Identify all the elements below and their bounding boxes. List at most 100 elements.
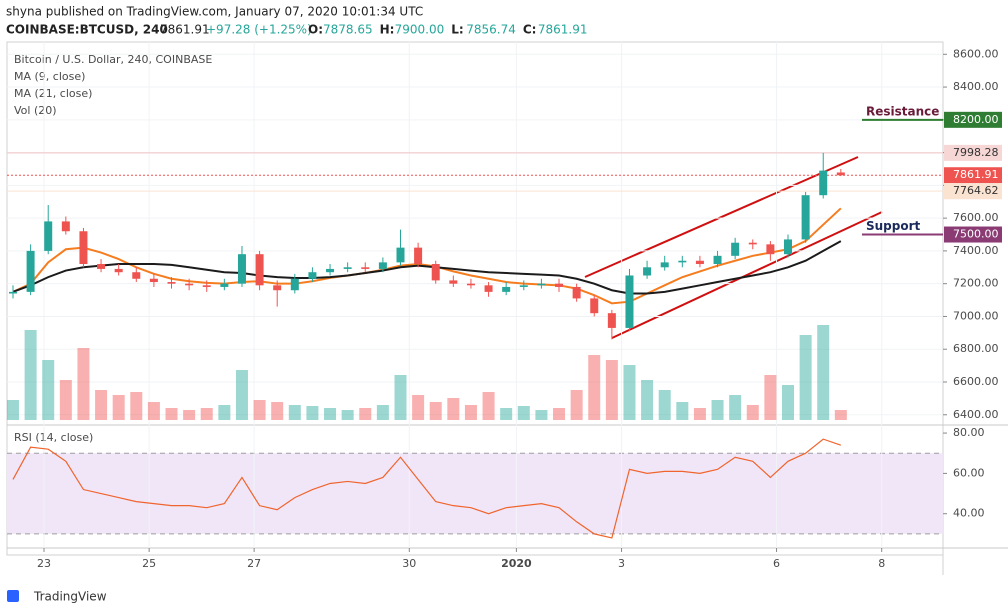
- price-tag-label: 8200.00: [953, 113, 999, 126]
- last-price: 7861.91: [160, 23, 210, 37]
- volume-bar: [42, 360, 55, 420]
- volume-bar: [834, 410, 847, 420]
- volume-bar: [24, 330, 37, 420]
- price-tag-label: 7500.00: [953, 228, 999, 241]
- volume-bar: [130, 392, 143, 420]
- candle-body: [625, 275, 634, 328]
- volume-bar: [412, 395, 425, 420]
- volume-bar: [271, 402, 284, 420]
- brand: TradingView: [33, 590, 107, 604]
- price-tag-label: 7764.62: [953, 184, 999, 197]
- volume-bar: [183, 410, 196, 420]
- candle-body: [378, 262, 387, 269]
- volume-bar: [147, 402, 160, 420]
- volume-bar: [781, 385, 794, 420]
- candle-body: [61, 221, 70, 232]
- candle-body: [97, 264, 106, 269]
- rsi-tick-label: 40.00: [953, 507, 985, 520]
- volume-bar: [641, 380, 654, 420]
- candle-body: [484, 285, 493, 292]
- ohlc-key: H:: [380, 23, 395, 37]
- y-tick-label: 8600.00: [953, 47, 999, 60]
- candle-body: [202, 285, 211, 287]
- moving-average: [12, 240, 842, 295]
- y-tick-label: 7200.00: [953, 277, 999, 290]
- ohlc-key: C:: [523, 23, 537, 37]
- x-tick-label: 30: [402, 557, 416, 570]
- level-label: Resistance: [866, 104, 939, 118]
- candle-body: [414, 247, 423, 265]
- legend-ma21: MA (21, close): [14, 87, 92, 100]
- y-tick-label: 7000.00: [953, 309, 999, 322]
- moving-average: [12, 207, 842, 305]
- x-tick-label: 6: [773, 557, 780, 570]
- candle-body: [572, 286, 581, 299]
- volume-bar: [623, 365, 636, 420]
- candle-body: [502, 286, 511, 292]
- candle-body: [361, 267, 370, 269]
- volume-bar: [394, 375, 407, 420]
- volume-bar: [341, 410, 354, 420]
- candle-body: [731, 242, 740, 256]
- ohlc-key: O:: [308, 23, 323, 37]
- candle-body: [26, 250, 35, 292]
- volume-bar: [570, 390, 583, 420]
- candle-body: [695, 260, 704, 265]
- candle-body: [8, 291, 17, 294]
- volume-bar: [799, 335, 812, 420]
- candle-body: [79, 231, 88, 265]
- candle-body: [590, 298, 599, 314]
- symbol: COINBASE:BTCUSD, 240: [6, 23, 168, 37]
- y-tick-label: 8400.00: [953, 80, 999, 93]
- x-tick-label: 27: [247, 557, 261, 570]
- candle-body: [678, 260, 687, 263]
- x-tick-label: 3: [618, 557, 625, 570]
- candle-body: [783, 239, 792, 255]
- candle-body: [748, 242, 757, 245]
- x-tick-label: 23: [37, 557, 51, 570]
- candle-body: [308, 272, 317, 279]
- candle-body: [431, 264, 440, 281]
- candle-body: [537, 283, 546, 286]
- y-tick-label: 7400.00: [953, 244, 999, 257]
- volume-bar: [447, 398, 460, 420]
- volume-bar: [553, 408, 566, 420]
- trend-line: [611, 211, 883, 339]
- volume-bar: [746, 405, 759, 420]
- candle-body: [466, 283, 475, 286]
- volume-bar: [200, 408, 213, 420]
- x-tick-label: 25: [142, 557, 156, 570]
- legend-ma9: MA (9, close): [14, 70, 85, 83]
- candle-body: [643, 267, 652, 276]
- ohlc-value: 7878.65: [323, 23, 373, 37]
- volume-bar: [112, 395, 125, 420]
- legend-rsi: RSI (14, close): [14, 431, 93, 444]
- candle-body: [343, 267, 352, 269]
- volume-bar: [535, 410, 548, 420]
- volume-bar: [77, 348, 90, 420]
- candle-body: [836, 172, 845, 176]
- legend-vol: Vol (20): [14, 104, 57, 117]
- volume-bar: [588, 355, 601, 420]
- volume-bar: [306, 406, 319, 420]
- publisher: shyna published on TradingView.com, Janu…: [6, 5, 423, 19]
- volume-bar: [288, 405, 301, 420]
- candle-body: [607, 313, 616, 328]
- candle-body: [255, 254, 264, 286]
- volume-bar: [517, 406, 530, 420]
- candle-body: [801, 195, 810, 240]
- price-tag: [944, 167, 1002, 184]
- candle-body: [149, 278, 158, 283]
- volume-bar: [218, 405, 231, 420]
- candle-body: [44, 221, 53, 251]
- ohlc-key: L:: [451, 23, 463, 37]
- price-tag: [944, 111, 1002, 128]
- volume-bar: [693, 408, 706, 420]
- y-tick-label: 6600.00: [953, 375, 999, 388]
- volume-bar: [764, 375, 777, 420]
- candle-body: [519, 285, 528, 287]
- price-tag: [944, 226, 1002, 243]
- candle-body: [114, 268, 123, 273]
- volume-bar: [817, 325, 830, 420]
